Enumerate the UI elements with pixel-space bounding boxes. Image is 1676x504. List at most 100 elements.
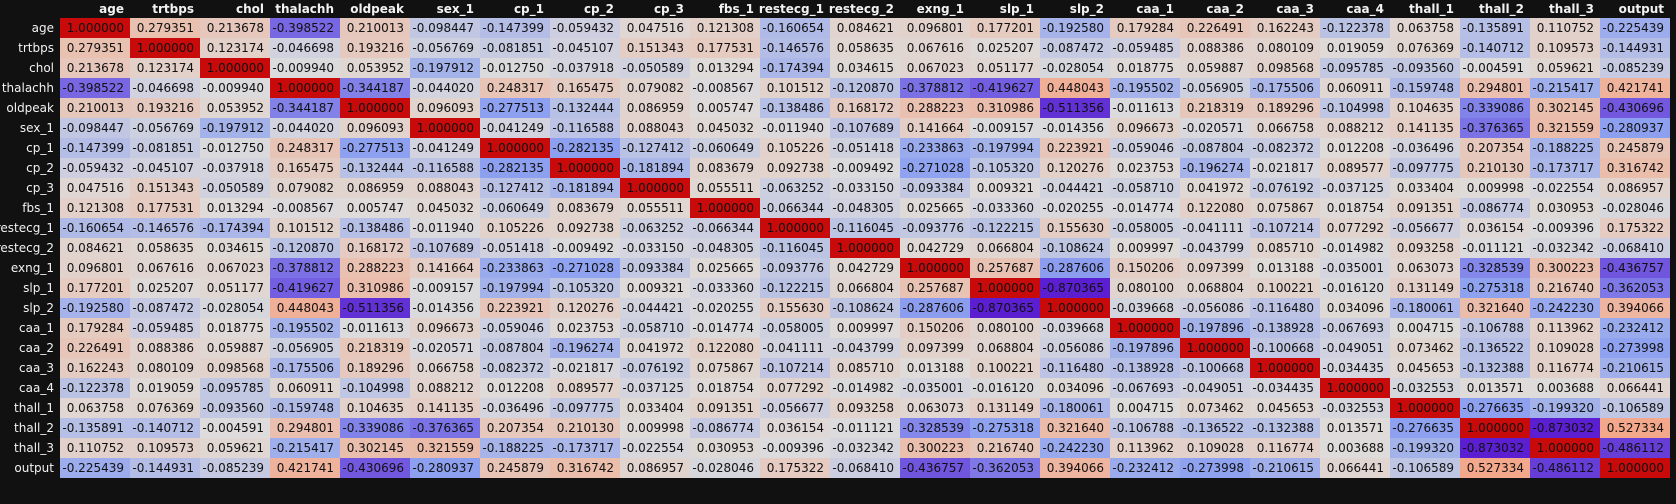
cell-value: -0.192580 — [1042, 21, 1104, 35]
cell-value: -0.105320 — [552, 281, 614, 295]
heatmap-cell — [60, 338, 130, 358]
cell-value: 0.034096 — [1047, 381, 1104, 395]
heatmap-cell — [1320, 138, 1390, 158]
cell-value: 0.096673 — [417, 321, 474, 335]
heatmap-cell — [1460, 398, 1530, 418]
heatmap-cell — [340, 338, 410, 358]
cell-value: -0.059432 — [552, 21, 614, 35]
cell-value: -0.046698 — [132, 81, 194, 95]
cell-value: 0.210130 — [557, 421, 614, 435]
heatmap-cell — [830, 378, 900, 398]
heatmap-cell — [1040, 298, 1110, 318]
cell-value: -0.232412 — [1602, 321, 1664, 335]
cell-value: -0.180061 — [1392, 301, 1454, 315]
cell-value: -0.398522 — [272, 21, 334, 35]
cell-value: -0.271028 — [552, 261, 614, 275]
heatmap-cell — [1600, 278, 1670, 298]
cell-value: -0.097775 — [552, 401, 614, 415]
column-label-thalachh: thalachh — [275, 2, 334, 16]
heatmap-cell — [1180, 398, 1250, 418]
heatmap-cell — [760, 278, 830, 298]
heatmap-cell — [1110, 318, 1180, 338]
cell-value: -0.116045 — [832, 221, 894, 235]
heatmap-cell — [130, 338, 200, 358]
heatmap-cell — [760, 218, 830, 238]
heatmap-cell — [830, 258, 900, 278]
heatmap-cell — [200, 338, 270, 358]
heatmap-cell — [690, 438, 760, 458]
heatmap-cell — [200, 118, 270, 138]
cell-value: -0.093776 — [902, 221, 964, 235]
heatmap-cell — [60, 258, 130, 278]
cell-value: -0.093560 — [1392, 61, 1454, 75]
cell-value: -0.282135 — [552, 141, 614, 155]
cell-value: 1.000000 — [1257, 361, 1314, 375]
cell-value: -0.486112 — [1602, 441, 1664, 455]
heatmap-cell — [1040, 198, 1110, 218]
heatmap-cell — [1390, 298, 1460, 318]
cell-value: -0.020571 — [412, 341, 474, 355]
cell-value: 0.058635 — [837, 41, 894, 55]
cell-value: -0.104998 — [1322, 101, 1384, 115]
cell-value: 0.321640 — [1467, 301, 1524, 315]
heatmap-cell — [200, 418, 270, 438]
heatmap-cell — [1320, 218, 1390, 238]
heatmap-cell — [130, 78, 200, 98]
heatmap-cell — [1250, 358, 1320, 378]
heatmap-cell — [1180, 418, 1250, 438]
heatmap-cell — [620, 138, 690, 158]
cell-value: -0.009396 — [762, 441, 824, 455]
heatmap-cell — [270, 98, 340, 118]
heatmap-cell — [200, 278, 270, 298]
cell-value: 0.175322 — [1607, 221, 1664, 235]
cell-value: 1.000000 — [207, 61, 264, 75]
heatmap-cell — [1320, 398, 1390, 418]
cell-value: 0.120276 — [1047, 161, 1104, 175]
heatmap-cell — [1460, 238, 1530, 258]
cell-value: -0.037918 — [202, 161, 264, 175]
heatmap-cell — [410, 258, 480, 278]
heatmap-cell — [480, 178, 550, 198]
heatmap-cell — [1110, 58, 1180, 78]
heatmap-cell — [1460, 98, 1530, 118]
heatmap-cell — [1530, 458, 1600, 478]
heatmap-cell — [270, 78, 340, 98]
heatmap-cell — [1530, 218, 1600, 238]
heatmap-cell — [1110, 358, 1180, 378]
cell-value: 0.009998 — [627, 421, 684, 435]
cell-value: 0.179284 — [1117, 21, 1174, 35]
cell-value: -0.043799 — [1182, 241, 1244, 255]
heatmap-cell — [830, 98, 900, 118]
heatmap-cell — [480, 318, 550, 338]
cell-value: -0.120870 — [832, 81, 894, 95]
cell-value: 0.316742 — [1607, 161, 1664, 175]
heatmap-cell — [1460, 378, 1530, 398]
heatmap-cell — [1390, 118, 1460, 138]
cell-value: 0.045653 — [1257, 401, 1314, 415]
heatmap-cell — [60, 198, 130, 218]
cell-value: 0.067616 — [907, 41, 964, 55]
heatmap-cell — [970, 278, 1040, 298]
heatmap-cell — [130, 418, 200, 438]
heatmap-cell — [970, 98, 1040, 118]
cell-value: -0.082372 — [482, 361, 544, 375]
heatmap-cell — [1320, 298, 1390, 318]
cell-value: 0.162243 — [1257, 21, 1314, 35]
heatmap-cell — [270, 178, 340, 198]
heatmap-cell — [410, 218, 480, 238]
heatmap-cell — [620, 258, 690, 278]
cell-value: 0.030953 — [697, 441, 754, 455]
heatmap-cell — [1180, 458, 1250, 478]
cell-value: 0.013294 — [697, 61, 754, 75]
cell-value: -0.511356 — [1042, 101, 1104, 115]
heatmap-cell — [130, 398, 200, 418]
cell-value: -0.033360 — [972, 201, 1034, 215]
cell-value: 0.175322 — [767, 461, 824, 475]
cell-value: 0.080100 — [1117, 281, 1174, 295]
cell-value: -0.058005 — [1112, 221, 1174, 235]
cell-value: 0.394066 — [1607, 301, 1664, 315]
heatmap-cell — [830, 218, 900, 238]
cell-value: -0.276635 — [1462, 401, 1524, 415]
heatmap-cell — [1250, 278, 1320, 298]
heatmap-cell — [830, 58, 900, 78]
